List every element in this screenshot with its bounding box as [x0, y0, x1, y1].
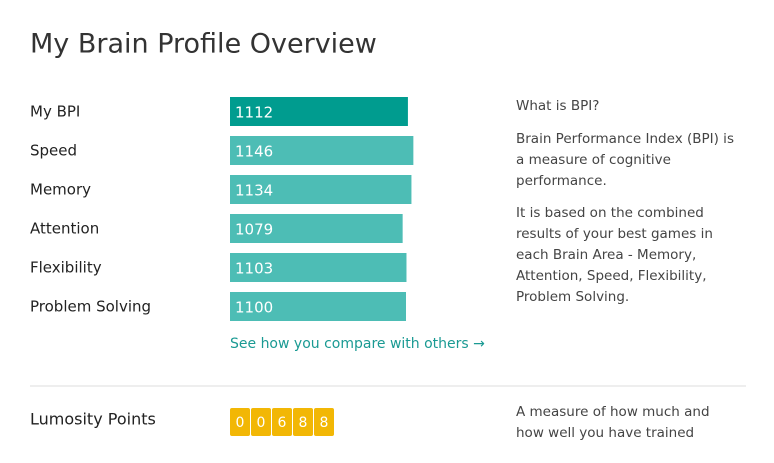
info-text: Problem Solving.: [516, 289, 629, 305]
bar: [230, 136, 414, 165]
row-label: Attention: [30, 220, 99, 238]
bar: [230, 97, 408, 126]
digit-box: [314, 408, 334, 436]
bar: [230, 292, 406, 321]
points-description: A measure of how much and: [516, 404, 710, 420]
digit: 0: [236, 415, 245, 431]
points-description: how well you have trained: [516, 425, 694, 441]
digit: 0: [257, 415, 266, 431]
bar-value: 1112: [235, 104, 273, 122]
info-text: a measure of cognitive: [516, 152, 671, 168]
digit: 8: [320, 415, 329, 431]
row-label: Memory: [30, 181, 91, 199]
digit-box: [272, 408, 292, 436]
bar-value: 1146: [235, 143, 273, 161]
digit-box: [293, 408, 313, 436]
bar-value: 1134: [235, 182, 273, 200]
info-text: Brain Performance Index (BPI) is: [516, 131, 734, 147]
digit: 8: [299, 415, 308, 431]
info-text: each Brain Area - Memory,: [516, 247, 696, 263]
bar-value: 1103: [235, 260, 273, 278]
row-label: Problem Solving: [30, 298, 151, 316]
info-text: results of your best games in: [516, 226, 713, 242]
compare-link[interactable]: See how you compare with others →: [230, 336, 485, 352]
digit-box: [251, 408, 271, 436]
bar: [230, 175, 412, 204]
row-label: My BPI: [30, 103, 80, 121]
page-title: My Brain Profile Overview: [30, 29, 377, 60]
bar-value: 1100: [235, 299, 273, 317]
bar: [230, 214, 403, 243]
bar-value: 1079: [235, 221, 273, 239]
info-question: What is BPI?: [516, 98, 599, 114]
digit: 6: [278, 415, 287, 431]
info-text: It is based on the combined: [516, 205, 704, 221]
row-label: Flexibility: [30, 259, 102, 277]
bar: [230, 253, 407, 282]
points-label: Lumosity Points: [30, 410, 156, 429]
digit-box: [230, 408, 250, 436]
row-label: Speed: [30, 142, 77, 160]
info-text: performance.: [516, 173, 607, 189]
info-text: Attention, Speed, Flexibility,: [516, 268, 707, 284]
